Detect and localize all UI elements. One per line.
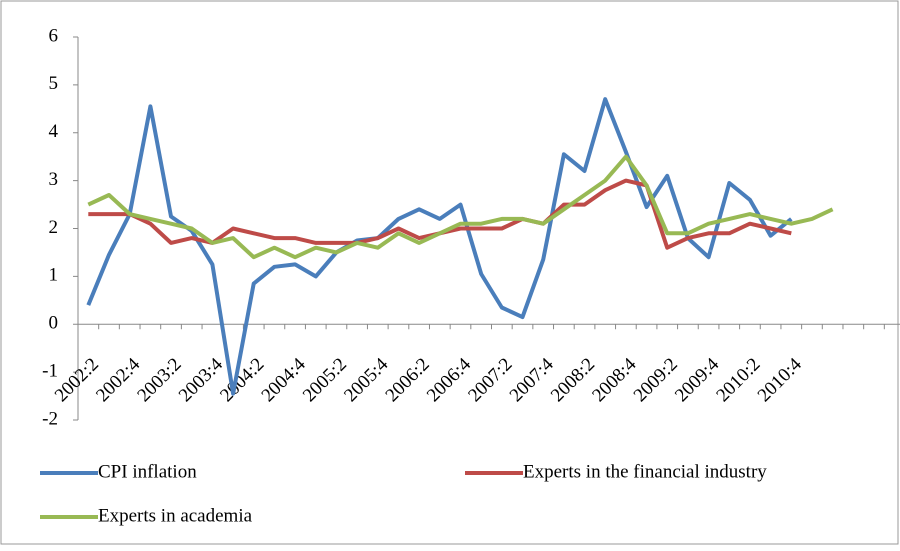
y-tick-label: 5 [49, 73, 59, 94]
legend-label: Experts in the financial industry [523, 461, 767, 482]
series-line [87, 154, 834, 260]
y-tick-label: 6 [49, 25, 59, 46]
legend-label: CPI inflation [98, 461, 197, 482]
legend-label: Experts in academia [98, 505, 253, 526]
y-tick-label: 0 [49, 313, 59, 334]
y-tick-label: 4 [49, 121, 59, 142]
series-line [86, 97, 793, 396]
y-tick-label: 3 [49, 169, 59, 190]
y-tick-label: -2 [42, 408, 58, 429]
y-tick-label: 2 [49, 217, 59, 238]
y-tick-label: 1 [49, 265, 59, 286]
y-tick-label: -1 [42, 360, 58, 381]
